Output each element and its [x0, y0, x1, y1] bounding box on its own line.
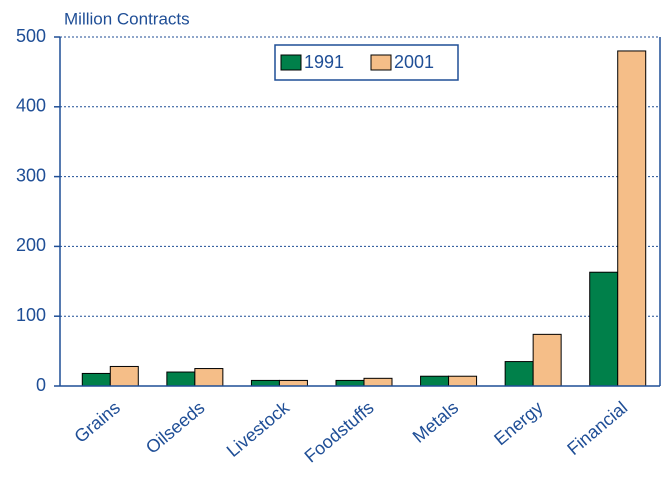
x-tick-label: Grains [70, 397, 123, 446]
bar [81, 372, 111, 387]
y-tick-label: 500 [16, 26, 46, 46]
y-tick-label: 200 [16, 235, 46, 255]
x-tick-label: Energy [490, 397, 547, 449]
bar [335, 379, 365, 387]
legend-swatch [280, 54, 302, 71]
bar [504, 361, 534, 387]
y-tick-label: 0 [36, 375, 46, 395]
chart-title: Million Contracts [64, 9, 190, 28]
bar [363, 377, 393, 387]
legend-label: 1991 [304, 52, 344, 72]
bar [109, 365, 139, 387]
x-tick-label: Financial [563, 397, 631, 459]
x-tick-label: Metals [409, 397, 462, 446]
x-tick-label: Oilseeds [142, 397, 209, 457]
bar [420, 375, 450, 387]
bar [532, 333, 562, 387]
legend-box [274, 44, 459, 81]
legend-swatch [370, 54, 392, 71]
y-tick-label: 100 [16, 305, 46, 325]
x-tick-label: Foodstuffs [301, 397, 378, 466]
legend-label: 2001 [394, 52, 434, 72]
x-tick-label: Livestock [223, 397, 294, 461]
bar [166, 371, 196, 387]
y-tick-label: 300 [16, 165, 46, 185]
bar [589, 271, 619, 387]
bar [194, 368, 224, 387]
bar [250, 379, 280, 387]
bar [448, 375, 478, 387]
bar [278, 379, 308, 387]
y-tick-label: 400 [16, 96, 46, 116]
bar [617, 50, 647, 387]
